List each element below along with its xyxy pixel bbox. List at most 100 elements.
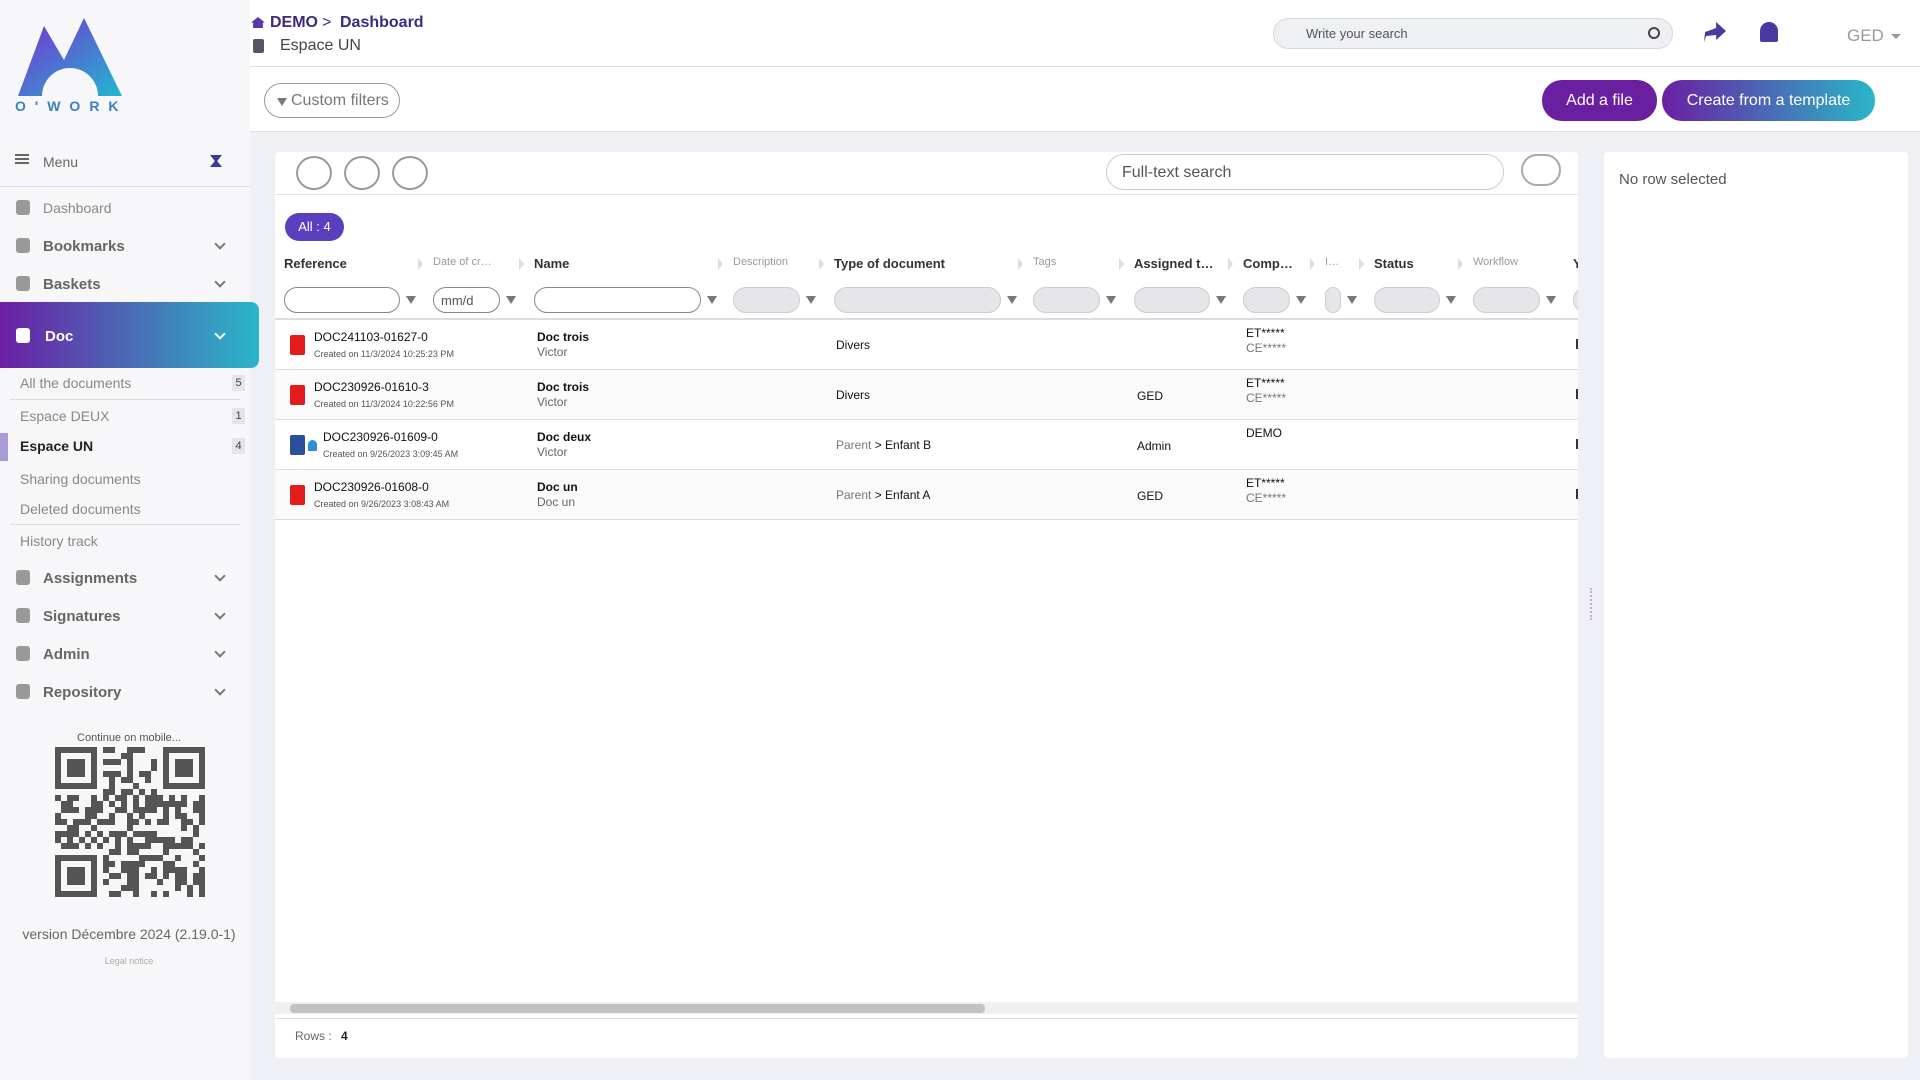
column-filter-input[interactable]: [534, 287, 701, 313]
assigned-to: GED: [1137, 389, 1164, 403]
menu-item[interactable]: Repository: [43, 684, 122, 701]
doc-menu-item[interactable]: History track: [20, 533, 98, 549]
type-part: Parent: [836, 438, 872, 452]
space-name: Espace UN: [280, 37, 361, 54]
columns-button[interactable]: [344, 156, 380, 190]
column-header[interactable]: Comp…: [1243, 256, 1293, 271]
company: CE*****: [1246, 391, 1287, 405]
column-header[interactable]: Name: [534, 256, 570, 271]
custom-filters-button[interactable]: Custom filters: [264, 83, 400, 118]
menu-item[interactable]: Dashboard: [43, 200, 112, 216]
column-filter-icon[interactable]: [1347, 296, 1357, 304]
table-row[interactable]: [275, 470, 1578, 520]
column-filter-input[interactable]: [733, 287, 800, 313]
column-header[interactable]: Tags: [1033, 256, 1057, 268]
global-search[interactable]: Write your search: [1273, 18, 1673, 49]
column-filter-icon[interactable]: [1546, 296, 1556, 304]
table-header-divider: [275, 318, 1578, 320]
column-filter-input[interactable]: [1243, 287, 1290, 313]
column-filter-input[interactable]: [1374, 287, 1440, 313]
column-filter-icon[interactable]: [707, 296, 717, 304]
doc-menu-item[interactable]: Deleted documents: [20, 501, 141, 517]
column-resizer: [718, 258, 723, 270]
menu-item[interactable]: Baskets: [43, 276, 101, 293]
column-filter-input[interactable]: [1134, 287, 1210, 313]
splitter-handle[interactable]: [1590, 588, 1594, 620]
column-header[interactable]: Description: [733, 256, 789, 268]
doc-menu-item[interactable]: Espace UN: [20, 438, 94, 454]
user-menu[interactable]: GED: [1847, 26, 1884, 45]
column-resizer: [519, 258, 524, 270]
column-filter-input[interactable]: [1573, 287, 1578, 313]
menu-item[interactable]: Bookmarks: [43, 238, 125, 255]
column-filter-input[interactable]: [1325, 287, 1341, 313]
column-header[interactable]: Reference: [284, 256, 347, 271]
column-filter-icon[interactable]: [1106, 296, 1116, 304]
column-header[interactable]: Status: [1374, 256, 1414, 271]
reference: DOC230926-01609-0: [323, 430, 438, 444]
notification-icon: [308, 440, 317, 451]
count-badge: 1: [232, 408, 245, 424]
column-filter-icon[interactable]: [1446, 296, 1456, 304]
menu-item[interactable]: Assignments: [43, 570, 138, 587]
column-filter-input[interactable]: [834, 287, 1001, 313]
breadcrumb-link[interactable]: Dashboard: [340, 14, 424, 31]
all-filter-badge[interactable]: All : 4: [285, 213, 344, 241]
column-filter-icon[interactable]: [806, 296, 816, 304]
detail-panel: No row selected: [1604, 152, 1908, 1058]
settings-button[interactable]: [1521, 154, 1561, 186]
pin-button[interactable]: [210, 155, 222, 167]
column-header[interactable]: Workflow: [1473, 256, 1519, 268]
menu-item[interactable]: Doc: [45, 328, 74, 345]
author: Victor: [537, 445, 568, 459]
assigned-to: GED: [1137, 489, 1164, 503]
document-type: Parent > Enfant B: [836, 438, 931, 452]
document-name: Doc trois: [537, 380, 590, 394]
filter-button[interactable]: [392, 156, 428, 190]
column-header[interactable]: Type of document: [834, 256, 945, 271]
notifications-button[interactable]: [1760, 22, 1778, 42]
column-filter-icon[interactable]: [1296, 296, 1306, 304]
column-header[interactable]: Y: [1573, 256, 1578, 271]
column-filter-input[interactable]: [1473, 287, 1540, 313]
doc-menu-item[interactable]: All the documents: [20, 375, 132, 391]
column-resizer: [1458, 258, 1463, 270]
full-text-search[interactable]: Full-text search: [1106, 154, 1504, 190]
create-template-button[interactable]: Create from a template: [1662, 80, 1875, 121]
table-row[interactable]: [275, 320, 1578, 370]
author: Victor: [537, 395, 568, 409]
column-filter-input[interactable]: [1033, 287, 1100, 313]
created-date: Created on 11/3/2024 10:25:23 PM: [314, 349, 454, 359]
scrollbar-thumb[interactable]: [290, 1004, 985, 1013]
column-header[interactable]: Assigned t…: [1134, 256, 1214, 271]
active-section[interactable]: [0, 302, 259, 368]
add-file-button[interactable]: Add a file: [1542, 80, 1657, 121]
search-icon: [1648, 27, 1660, 39]
column-header[interactable]: Date of cr…: [433, 256, 492, 268]
pdf-icon: [290, 385, 305, 405]
breadcrumb-link[interactable]: DEMO: [270, 14, 318, 31]
column-filter-icon[interactable]: [506, 296, 516, 304]
column-header[interactable]: I…: [1325, 256, 1340, 268]
document-type: Divers: [836, 338, 871, 352]
refresh-button[interactable]: [296, 156, 332, 190]
column-filter-icon[interactable]: [406, 296, 416, 304]
doc-menu-item[interactable]: Sharing documents: [20, 471, 141, 487]
column-filter-icon[interactable]: [1216, 296, 1226, 304]
menu-item[interactable]: Signatures: [43, 608, 121, 625]
column-filter-icon[interactable]: [1007, 296, 1017, 304]
menu-icon-bar: [15, 158, 29, 160]
legal-notice[interactable]: Legal notice: [104, 956, 154, 966]
document-name: Doc trois: [537, 330, 590, 344]
pdf-icon: [290, 485, 305, 505]
column-filter-input[interactable]: [284, 287, 400, 313]
header-divider: [250, 66, 1920, 67]
column-filter-input[interactable]: mm/d: [433, 287, 500, 313]
table-row[interactable]: [275, 370, 1578, 420]
doc-icon: [290, 435, 305, 455]
company: DEMO: [1246, 426, 1282, 440]
menu-item[interactable]: Admin: [43, 646, 90, 663]
doc-menu-item[interactable]: Espace DEUX: [20, 408, 110, 424]
table-row[interactable]: [275, 420, 1578, 470]
search-placeholder: Write your search: [1306, 26, 1408, 41]
